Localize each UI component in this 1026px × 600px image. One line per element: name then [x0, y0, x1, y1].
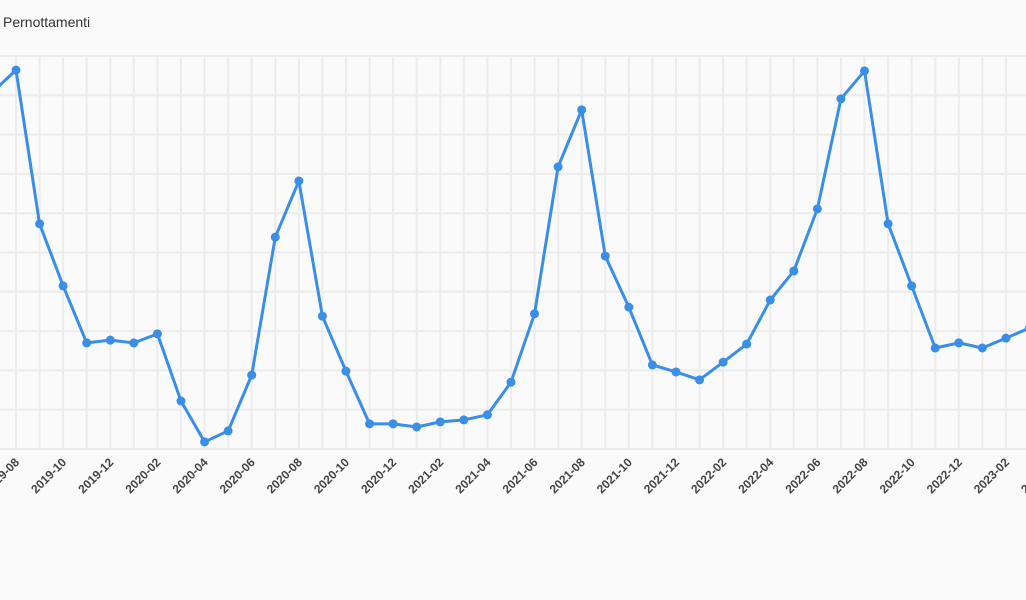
x-tick-label: 2022-04 — [735, 455, 776, 496]
point — [600, 251, 610, 261]
x-tick-label: 2020-08 — [264, 455, 305, 496]
point — [577, 105, 587, 115]
point — [1001, 333, 1011, 343]
x-tick-label: 2021-08 — [547, 455, 588, 496]
point — [317, 311, 327, 321]
x-axis: 2019-08 2019-10 2019-12 2020-02 2020-04 2020-… — [0, 455, 1026, 496]
x-tick-label: 2020-02 — [122, 455, 163, 496]
point — [553, 162, 563, 172]
x-tick-label: 2022-02 — [688, 455, 729, 496]
point — [412, 422, 422, 432]
point — [58, 281, 68, 291]
point — [671, 367, 681, 377]
point — [506, 377, 516, 387]
point — [765, 295, 775, 305]
point — [294, 176, 304, 186]
point — [742, 339, 752, 349]
x-tick-label: 2023-02 — [971, 455, 1012, 496]
point — [977, 343, 987, 353]
x-tick-label: 2019-08 — [0, 455, 22, 496]
x-tick-label: 2020-12 — [358, 455, 399, 496]
point — [624, 302, 634, 312]
x-tick-label: 2022-10 — [877, 455, 918, 496]
x-tick-label: 2021-12 — [641, 455, 682, 496]
x-tick-label: 2021-10 — [594, 455, 635, 496]
point — [129, 338, 139, 348]
point — [482, 410, 492, 420]
x-tick-label: 2019-12 — [75, 455, 116, 496]
plot — [0, 65, 1026, 447]
point — [11, 65, 21, 75]
point — [200, 437, 210, 447]
x-tick-label: 2023-04 — [1018, 455, 1026, 496]
point — [365, 419, 375, 429]
x-tick-label: 2019-10 — [28, 455, 69, 496]
chart-title: Pernottamenti — [3, 14, 90, 30]
point — [247, 370, 257, 380]
point — [883, 219, 893, 229]
line — [0, 68, 1026, 444]
point — [789, 266, 799, 276]
x-tick-label: 2022-12 — [924, 455, 965, 496]
point — [954, 338, 964, 348]
point — [35, 219, 45, 229]
point — [647, 360, 657, 370]
point — [695, 375, 705, 385]
point — [860, 66, 870, 76]
point — [270, 232, 280, 242]
x-tick-label: 2020-10 — [311, 455, 352, 496]
point — [341, 366, 351, 376]
point — [82, 338, 92, 348]
point — [223, 426, 233, 436]
point — [930, 343, 940, 353]
x-tick-label: 2021-02 — [405, 455, 446, 496]
point — [718, 357, 728, 367]
point — [812, 204, 822, 214]
x-tick-label: 2021-06 — [500, 455, 541, 496]
point — [459, 415, 469, 425]
x-tick-label: 2021-04 — [452, 455, 493, 496]
point — [907, 281, 917, 291]
point — [105, 335, 115, 345]
point — [435, 417, 445, 427]
x-tick-label: 2022-06 — [782, 455, 823, 496]
point — [176, 396, 186, 406]
x-tick-label: 2020-06 — [217, 455, 258, 496]
point — [530, 309, 540, 319]
x-tick-label: 2020-04 — [170, 455, 211, 496]
grid — [0, 55, 1026, 450]
point — [388, 419, 398, 429]
point — [152, 329, 162, 339]
x-tick-label: 2022-08 — [830, 455, 871, 496]
point — [836, 94, 846, 104]
